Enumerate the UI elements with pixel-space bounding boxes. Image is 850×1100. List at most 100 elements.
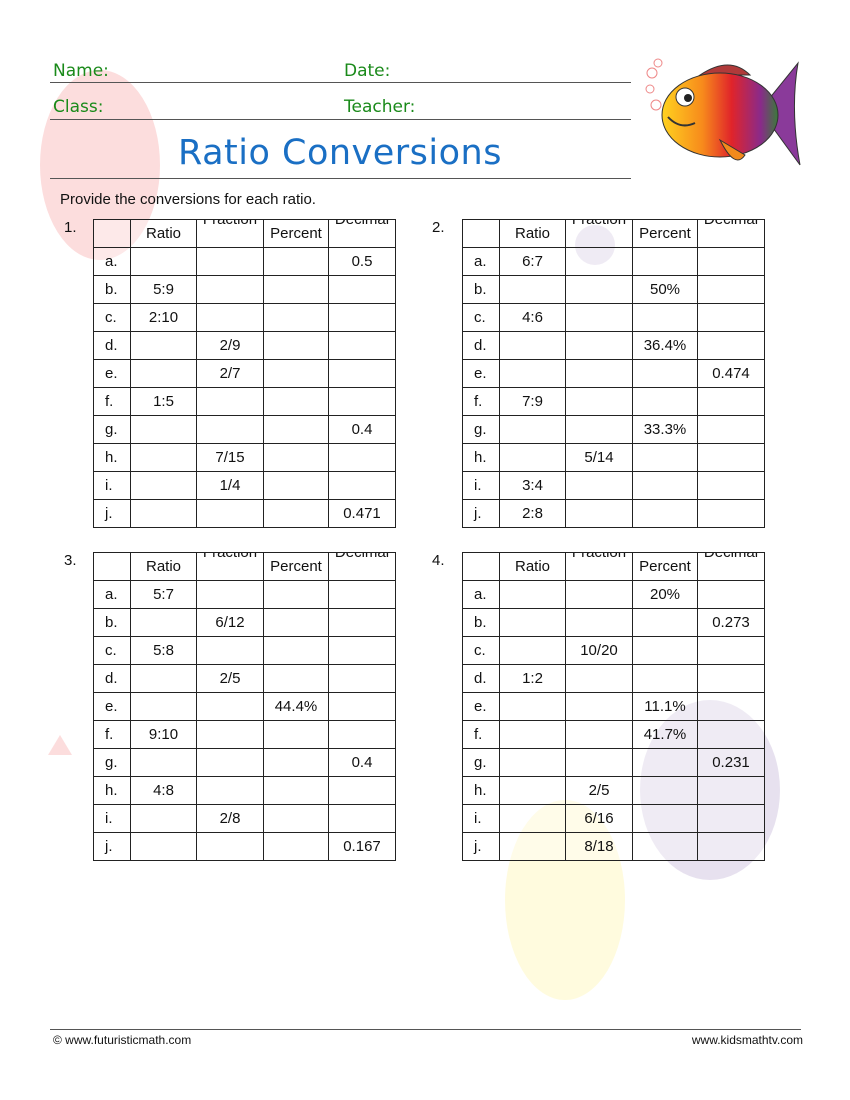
- fraction-cell[interactable]: [565, 720, 633, 749]
- percent-cell[interactable]: [263, 387, 329, 416]
- decimal-cell[interactable]: [697, 776, 765, 805]
- ratio-cell[interactable]: [499, 415, 566, 444]
- decimal-cell[interactable]: [328, 664, 396, 693]
- decimal-cell[interactable]: [697, 415, 765, 444]
- percent-cell[interactable]: [632, 748, 698, 777]
- percent-cell[interactable]: [632, 608, 698, 637]
- fraction-cell[interactable]: [196, 636, 264, 665]
- fraction-cell[interactable]: [196, 275, 264, 304]
- fraction-cell[interactable]: 6/12: [196, 608, 264, 637]
- ratio-cell[interactable]: [130, 804, 197, 833]
- ratio-cell[interactable]: [130, 608, 197, 637]
- percent-cell[interactable]: [632, 359, 698, 388]
- fraction-cell[interactable]: [196, 720, 264, 749]
- decimal-cell[interactable]: [328, 471, 396, 500]
- ratio-cell[interactable]: [499, 443, 566, 472]
- fraction-cell[interactable]: 2/5: [565, 776, 633, 805]
- percent-cell[interactable]: [263, 247, 329, 276]
- decimal-cell[interactable]: [328, 580, 396, 609]
- decimal-cell[interactable]: [697, 247, 765, 276]
- footer-right-link[interactable]: www.kidsmathtv.com: [691, 1033, 803, 1047]
- percent-cell[interactable]: 11.1%: [632, 692, 698, 721]
- decimal-cell[interactable]: [697, 692, 765, 721]
- decimal-cell[interactable]: 0.4: [328, 415, 396, 444]
- decimal-cell[interactable]: [328, 387, 396, 416]
- ratio-cell[interactable]: [130, 415, 197, 444]
- ratio-cell[interactable]: [499, 275, 566, 304]
- fraction-cell[interactable]: [196, 832, 264, 861]
- decimal-cell[interactable]: [328, 608, 396, 637]
- percent-cell[interactable]: [263, 664, 329, 693]
- fraction-cell[interactable]: 6/16: [565, 804, 633, 833]
- ratio-cell[interactable]: [130, 748, 197, 777]
- fraction-cell[interactable]: [565, 692, 633, 721]
- percent-cell[interactable]: [263, 804, 329, 833]
- percent-cell[interactable]: [632, 664, 698, 693]
- decimal-cell[interactable]: [328, 359, 396, 388]
- ratio-cell[interactable]: [130, 832, 197, 861]
- percent-cell[interactable]: [632, 443, 698, 472]
- fraction-cell[interactable]: [196, 776, 264, 805]
- decimal-cell[interactable]: [697, 580, 765, 609]
- percent-cell[interactable]: [263, 499, 329, 528]
- ratio-cell[interactable]: [499, 580, 566, 609]
- fraction-cell[interactable]: 10/20: [565, 636, 633, 665]
- ratio-cell[interactable]: 5:9: [130, 275, 197, 304]
- fraction-cell[interactable]: [196, 303, 264, 332]
- fraction-cell[interactable]: 2/7: [196, 359, 264, 388]
- fraction-cell[interactable]: 5/14: [565, 443, 633, 472]
- decimal-cell[interactable]: [697, 664, 765, 693]
- decimal-cell[interactable]: [697, 832, 765, 861]
- decimal-cell[interactable]: [697, 387, 765, 416]
- decimal-cell[interactable]: [697, 720, 765, 749]
- decimal-cell[interactable]: [697, 804, 765, 833]
- ratio-cell[interactable]: 4:6: [499, 303, 566, 332]
- percent-cell[interactable]: [263, 608, 329, 637]
- decimal-cell[interactable]: [328, 331, 396, 360]
- fraction-cell[interactable]: [196, 499, 264, 528]
- percent-cell[interactable]: [263, 748, 329, 777]
- ratio-cell[interactable]: [130, 471, 197, 500]
- fraction-cell[interactable]: [565, 387, 633, 416]
- fraction-cell[interactable]: [565, 471, 633, 500]
- fraction-cell[interactable]: [565, 748, 633, 777]
- percent-cell[interactable]: [632, 303, 698, 332]
- fraction-cell[interactable]: [196, 580, 264, 609]
- fraction-cell[interactable]: [565, 247, 633, 276]
- fraction-cell[interactable]: [565, 608, 633, 637]
- fraction-cell[interactable]: [196, 748, 264, 777]
- decimal-cell[interactable]: [328, 636, 396, 665]
- ratio-cell[interactable]: [499, 636, 566, 665]
- decimal-cell[interactable]: [697, 499, 765, 528]
- ratio-cell[interactable]: [130, 359, 197, 388]
- ratio-cell[interactable]: 2:8: [499, 499, 566, 528]
- decimal-cell[interactable]: [328, 275, 396, 304]
- ratio-cell[interactable]: [130, 499, 197, 528]
- percent-cell[interactable]: [632, 499, 698, 528]
- fraction-cell[interactable]: [565, 359, 633, 388]
- ratio-cell[interactable]: 2:10: [130, 303, 197, 332]
- percent-cell[interactable]: 50%: [632, 275, 698, 304]
- decimal-cell[interactable]: [697, 471, 765, 500]
- fraction-cell[interactable]: 2/9: [196, 331, 264, 360]
- decimal-cell[interactable]: [328, 776, 396, 805]
- ratio-cell[interactable]: 3:4: [499, 471, 566, 500]
- decimal-cell[interactable]: 0.5: [328, 247, 396, 276]
- ratio-cell[interactable]: [499, 720, 566, 749]
- decimal-cell[interactable]: 0.273: [697, 608, 765, 637]
- decimal-cell[interactable]: [328, 720, 396, 749]
- fraction-cell[interactable]: 1/4: [196, 471, 264, 500]
- fraction-cell[interactable]: [565, 275, 633, 304]
- decimal-cell[interactable]: [328, 692, 396, 721]
- percent-cell[interactable]: [632, 804, 698, 833]
- fraction-cell[interactable]: [196, 415, 264, 444]
- decimal-cell[interactable]: [697, 443, 765, 472]
- percent-cell[interactable]: [632, 387, 698, 416]
- ratio-cell[interactable]: [130, 331, 197, 360]
- ratio-cell[interactable]: [130, 664, 197, 693]
- fraction-cell[interactable]: [565, 303, 633, 332]
- percent-cell[interactable]: 41.7%: [632, 720, 698, 749]
- decimal-cell[interactable]: 0.474: [697, 359, 765, 388]
- percent-cell[interactable]: [263, 275, 329, 304]
- fraction-cell[interactable]: 8/18: [565, 832, 633, 861]
